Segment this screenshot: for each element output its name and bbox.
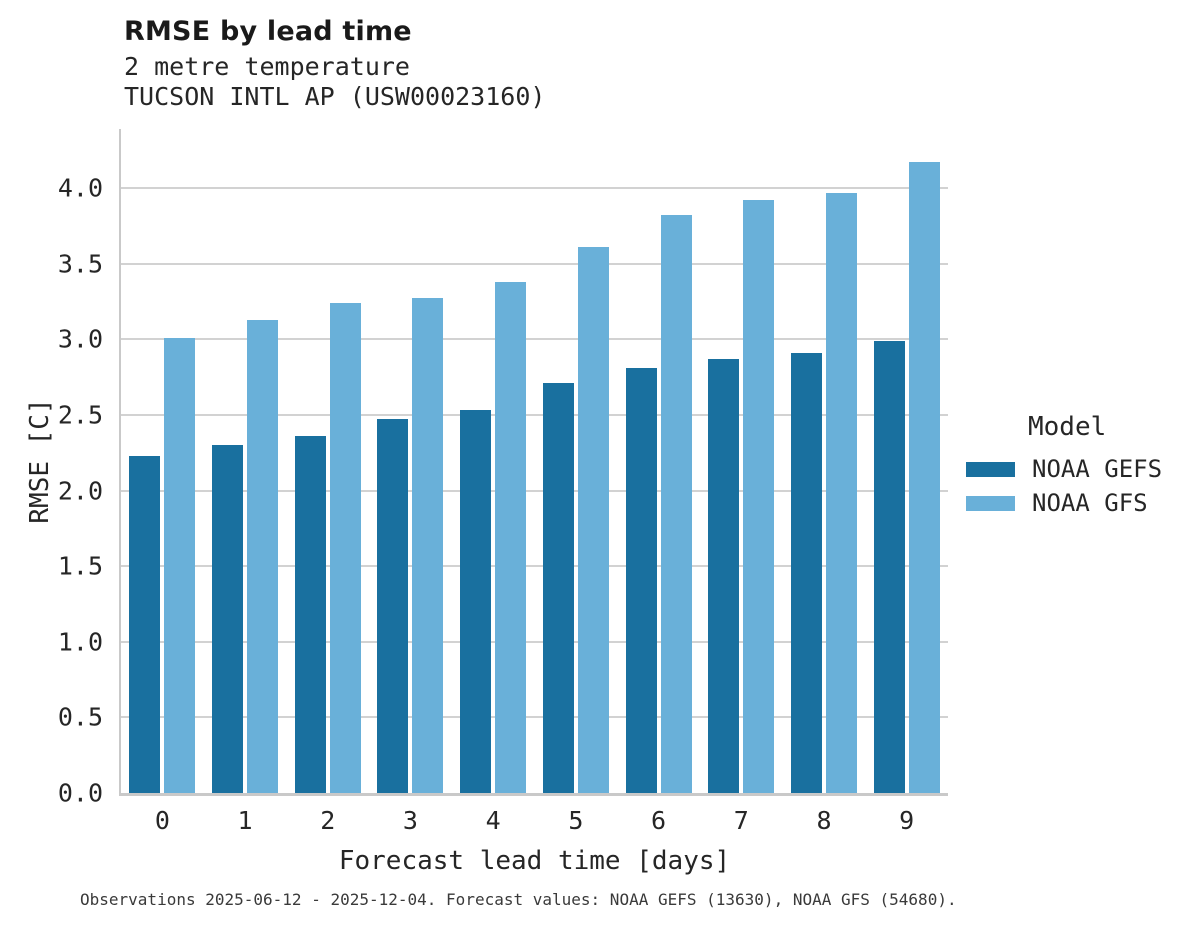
y-tick-label: 0.0 [57,778,103,808]
y-tick-label: 3.0 [57,324,103,354]
bar-noaa-gfs-2 [329,302,361,793]
y-tick-label: 1.0 [57,627,103,657]
bar-group-7 [700,129,783,793]
plot-area [121,129,948,793]
y-axis-spine [119,129,121,795]
gridline [121,640,948,643]
bar-noaa-gefs-8 [790,352,822,793]
bar-group-0 [121,129,204,793]
gridline [121,262,948,265]
caption: Observations 2025-06-12 - 2025-12-04. Fo… [80,890,957,909]
legend-title: Model [1028,412,1107,442]
y-tick-label: 1.5 [57,551,103,581]
x-tick-label-8: 8 [816,806,832,835]
bar-group-4 [452,129,535,793]
x-tick-label-0: 0 [154,806,170,835]
bar-group-5 [535,129,618,793]
gridline [121,187,948,189]
bar-noaa-gefs-0 [129,455,161,793]
bar-group-6 [617,129,700,793]
x-tick-label-3: 3 [402,806,418,835]
bar-noaa-gfs-6 [660,215,692,793]
x-tick-label-2: 2 [320,806,336,835]
bar-noaa-gfs-9 [908,162,940,793]
bar-noaa-gfs-1 [247,319,279,793]
bar-noaa-gefs-9 [873,340,905,793]
y-tick-label: 3.5 [57,249,103,279]
bar-noaa-gefs-1 [212,445,244,793]
bar-noaa-gfs-4 [495,281,527,793]
gridline [121,489,948,492]
bar-noaa-gefs-6 [625,367,657,793]
y-tick-label: 0.5 [57,702,103,732]
x-axis-spine [119,793,948,796]
bar-noaa-gfs-5 [577,246,609,793]
y-axis-ticks: 0.0 0.5 1.0 1.5 2.0 2.5 3.0 3.5 4.0 [0,129,103,806]
chart-subtitle-variable: 2 metre temperature [124,52,410,81]
x-tick-label-5: 5 [568,806,584,835]
x-tick-label-4: 4 [485,806,501,835]
chart-title: RMSE by lead time [124,16,412,47]
legend: Model NOAA GEFS NOAA GFS [966,412,1186,520]
bar-noaa-gefs-3 [377,419,409,793]
legend-swatch-gefs-icon [966,461,1015,477]
bar-group-8 [783,129,866,793]
bar-noaa-gfs-3 [412,298,444,793]
legend-item-gfs: NOAA GFS [966,486,1186,520]
x-axis-ticks: 0 1 2 3 4 5 6 7 8 9 [121,806,948,835]
x-tick-label-6: 6 [651,806,667,835]
bar-noaa-gfs-7 [743,200,775,793]
bar-noaa-gfs-8 [825,192,857,793]
legend-swatch-gfs-icon [966,495,1015,511]
y-tick-label: 4.0 [57,173,103,203]
bar-noaa-gefs-4 [460,410,492,793]
gridline [121,413,948,416]
x-axis-title: Forecast lead time [days] [338,846,731,876]
y-tick-label: 2.0 [57,476,103,505]
bar-noaa-gefs-7 [708,358,740,793]
x-tick-label-9: 9 [899,806,915,835]
gridline [121,716,948,719]
bar-group-1 [204,129,287,793]
gridline [121,338,948,341]
legend-item-gefs: NOAA GEFS [966,452,1186,486]
bar-noaa-gefs-5 [542,383,574,793]
legend-label-gfs: NOAA GFS [1032,489,1148,517]
gridline [121,565,948,568]
bar-noaa-gefs-2 [294,436,326,793]
bar-group-9 [865,129,948,793]
bar-group-3 [369,129,452,793]
x-tick-label-1: 1 [237,806,253,835]
bar-group-2 [286,129,369,793]
bar-noaa-gfs-0 [164,337,196,793]
chart-subtitle-station: TUCSON INTL AP (USW00023160) [124,82,546,111]
legend-label-gefs: NOAA GEFS [1032,455,1163,483]
y-tick-label: 2.5 [57,400,103,430]
x-tick-label-7: 7 [733,806,749,835]
